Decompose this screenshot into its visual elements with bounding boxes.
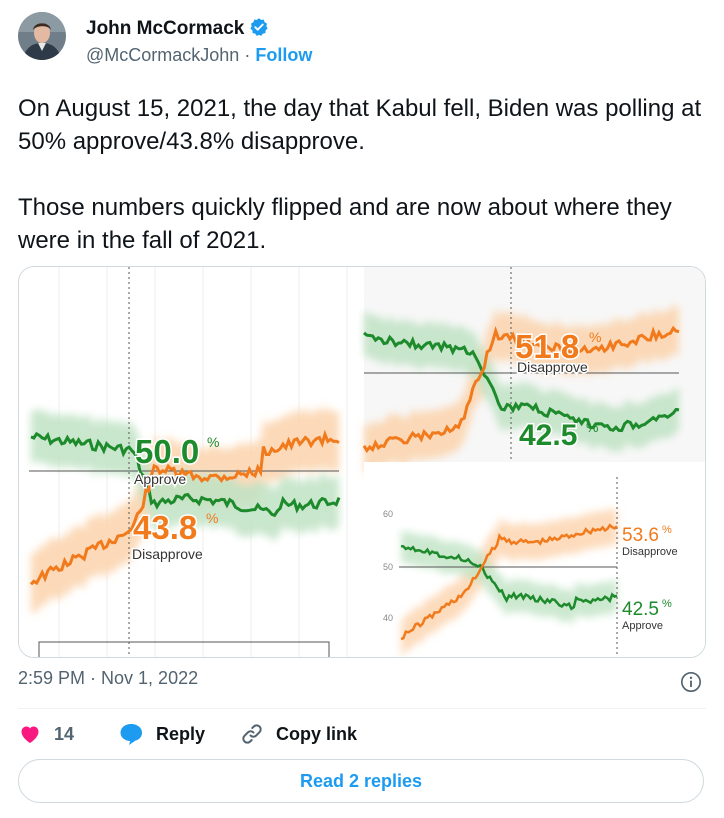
follow-button[interactable]: Follow	[255, 45, 313, 65]
tweet-paragraph: Those numbers quickly flipped and are no…	[18, 194, 672, 254]
disapprove-series-label: Disapprove	[517, 359, 588, 375]
approve-series-label: Approve	[622, 620, 663, 632]
approve-series-label: Approve	[134, 471, 186, 487]
like-button[interactable]: 14	[18, 722, 74, 746]
approve-unit-label: %	[586, 419, 598, 435]
approve-value-label: 50.0	[135, 433, 199, 470]
disapprove-value-label: 51.8	[515, 328, 579, 365]
reply-bubble-icon	[120, 724, 142, 745]
reply-button[interactable]: Reply	[118, 722, 205, 746]
tweet-actions: 14 Reply Copy link	[18, 722, 706, 748]
approve-series-line	[400, 544, 618, 611]
author-name[interactable]: John McCormack	[86, 18, 245, 39]
approve-value-label: 42.5	[622, 599, 659, 620]
disapprove-series-label: Disapprove	[622, 546, 678, 558]
chart-panel-left: 50.0 % Approve 43.8 % Disapprove	[29, 267, 348, 657]
author-name-row[interactable]: John McCormack	[86, 17, 269, 40]
divider	[18, 708, 706, 709]
chart-panel-top-right: 51.8 % Disapprove 42.5 %	[362, 267, 680, 475]
tweet-media-image[interactable]: 50.0 % Approve 43.8 % Disapprove 51.8 % …	[18, 266, 706, 658]
tweet-text: On August 15, 2021, the day that Kabul f…	[18, 92, 708, 257]
read-replies-label: Read 2 replies	[299, 770, 423, 791]
disapprove-series-line	[400, 523, 618, 641]
copy-link-label: Copy link	[276, 723, 358, 744]
separator: ·	[244, 45, 251, 65]
disapprove-unit-label: %	[662, 524, 672, 536]
handle-row: @McCormackJohn · Follow	[86, 45, 312, 66]
heart-icon	[21, 726, 39, 743]
avatar[interactable]	[18, 12, 66, 60]
approval-charts-graphic: 50.0 % Approve 43.8 % Disapprove 51.8 % …	[19, 267, 705, 657]
disapprove-series-label: Disapprove	[132, 546, 203, 562]
approve-series-line	[363, 331, 680, 433]
disapprove-unit-label: %	[589, 329, 601, 345]
like-count: 14	[54, 723, 75, 744]
y-tick-label: 40	[383, 613, 393, 623]
link-icon	[242, 724, 262, 744]
y-tick-label: 60	[383, 509, 393, 519]
disapprove-value-label: 53.6	[622, 525, 659, 546]
approve-unit-label: %	[662, 598, 672, 610]
y-tick-label: 50	[383, 562, 393, 572]
approve-value-label: 42.5	[519, 419, 577, 452]
disapprove-value-label: 43.8	[133, 509, 197, 546]
approve-series-line	[30, 431, 341, 518]
disapprove-series-line	[362, 325, 680, 454]
disapprove-series-line	[29, 429, 340, 586]
verified-badge-icon	[250, 18, 268, 36]
info-icon[interactable]	[680, 671, 702, 693]
tweet-timestamp[interactable]: 2:59 PM · Nov 1, 2022	[18, 668, 199, 688]
approve-unit-label: %	[207, 434, 219, 450]
chart-panel-bottom-right: 60 50 40 53.6 % Disapprove 42.5 % Approv…	[364, 462, 705, 657]
avatar-image	[18, 12, 66, 60]
disapprove-unit-label: %	[206, 510, 218, 526]
author-handle[interactable]: @McCormackJohn	[86, 45, 240, 65]
tweet-paragraph: On August 15, 2021, the day that Kabul f…	[18, 95, 702, 155]
copy-link-button[interactable]: Copy link	[240, 722, 357, 746]
reply-label: Reply	[156, 723, 206, 744]
read-replies-button[interactable]: Read 2 replies	[18, 759, 704, 803]
